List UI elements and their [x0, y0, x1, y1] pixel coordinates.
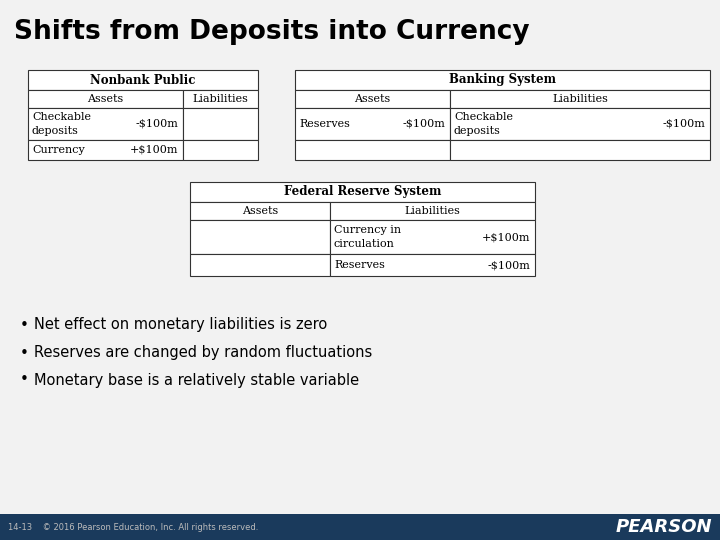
- Text: Reserves: Reserves: [334, 260, 385, 270]
- Text: Reserves: Reserves: [299, 119, 350, 129]
- Text: Nonbank Public: Nonbank Public: [90, 73, 196, 86]
- Bar: [295, 108, 450, 140]
- Bar: [0, 514, 720, 540]
- Text: Liabilities: Liabilities: [405, 206, 460, 216]
- Text: PEARSON: PEARSON: [616, 518, 712, 536]
- Text: Assets: Assets: [354, 94, 391, 104]
- Text: •: •: [20, 373, 29, 388]
- Bar: [28, 140, 183, 160]
- Text: Liabilities: Liabilities: [192, 94, 248, 104]
- Bar: [190, 254, 330, 276]
- Text: Shifts from Deposits into Currency: Shifts from Deposits into Currency: [14, 19, 530, 45]
- Text: +$100m: +$100m: [130, 145, 178, 155]
- Text: Checkable: Checkable: [454, 112, 513, 122]
- Bar: [295, 140, 450, 160]
- Bar: [330, 202, 535, 220]
- Text: Federal Reserve System: Federal Reserve System: [284, 186, 441, 199]
- Bar: [183, 108, 258, 140]
- Text: -$100m: -$100m: [135, 119, 178, 129]
- Bar: [295, 90, 450, 108]
- Bar: [183, 90, 258, 108]
- Text: +$100m: +$100m: [482, 232, 530, 242]
- Bar: [450, 140, 710, 160]
- Bar: [190, 220, 330, 254]
- Text: •: •: [20, 318, 29, 333]
- Text: •: •: [20, 346, 29, 361]
- Bar: [190, 202, 330, 220]
- Bar: [295, 70, 710, 90]
- Text: deposits: deposits: [454, 126, 501, 136]
- Text: Reserves are changed by random fluctuations: Reserves are changed by random fluctuati…: [34, 346, 372, 361]
- Bar: [190, 182, 535, 202]
- Bar: [450, 90, 710, 108]
- Text: Assets: Assets: [242, 206, 278, 216]
- Text: 14-13    © 2016 Pearson Education, Inc. All rights reserved.: 14-13 © 2016 Pearson Education, Inc. All…: [8, 523, 258, 531]
- Text: Assets: Assets: [87, 94, 124, 104]
- Text: Liabilities: Liabilities: [552, 94, 608, 104]
- Text: Net effect on monetary liabilities is zero: Net effect on monetary liabilities is ze…: [34, 318, 328, 333]
- Text: Currency in: Currency in: [334, 225, 401, 235]
- Bar: [183, 140, 258, 160]
- Text: -$100m: -$100m: [402, 119, 445, 129]
- Text: -$100m: -$100m: [487, 260, 530, 270]
- Bar: [450, 108, 710, 140]
- Text: Checkable: Checkable: [32, 112, 91, 122]
- Bar: [330, 220, 535, 254]
- Bar: [28, 90, 183, 108]
- Text: Monetary base is a relatively stable variable: Monetary base is a relatively stable var…: [34, 373, 359, 388]
- Text: Banking System: Banking System: [449, 73, 556, 86]
- Bar: [28, 108, 183, 140]
- Text: deposits: deposits: [32, 126, 79, 136]
- Text: circulation: circulation: [334, 239, 395, 249]
- Text: -$100m: -$100m: [662, 119, 705, 129]
- Bar: [28, 70, 258, 90]
- Text: Currency: Currency: [32, 145, 85, 155]
- Bar: [330, 254, 535, 276]
